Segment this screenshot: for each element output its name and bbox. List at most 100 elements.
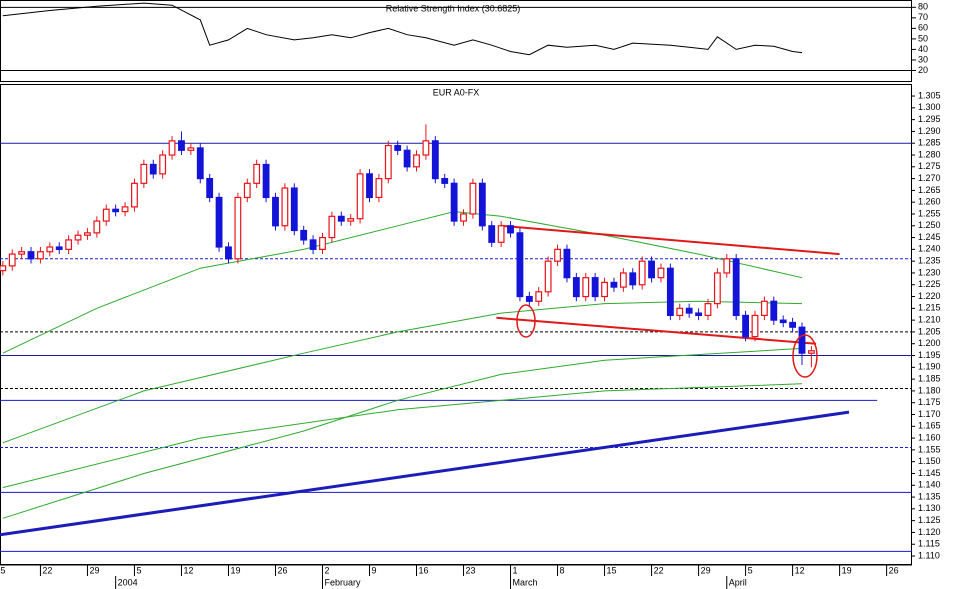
candle-body bbox=[46, 246, 54, 253]
candle-body bbox=[507, 225, 514, 234]
candle-body bbox=[0, 265, 7, 272]
x-tick-label: 12 bbox=[183, 565, 193, 575]
candle-body bbox=[121, 206, 129, 213]
candle-body bbox=[488, 225, 496, 243]
y-tick-label: 1.260 bbox=[918, 197, 941, 207]
y-tick-label: 1.305 bbox=[918, 90, 941, 100]
candle-body bbox=[366, 173, 373, 199]
candle-body bbox=[84, 232, 91, 236]
candle-body bbox=[403, 149, 411, 168]
candle-body bbox=[102, 208, 110, 222]
moving-average bbox=[2, 383, 803, 489]
candle-body bbox=[695, 312, 702, 317]
candle-body bbox=[319, 236, 326, 250]
candle-body bbox=[685, 307, 693, 314]
x-tick-label: 8 bbox=[560, 565, 565, 575]
moving-average bbox=[2, 300, 803, 444]
candle-body bbox=[290, 187, 298, 232]
y-tick-label: 1.285 bbox=[918, 138, 941, 148]
candle-body bbox=[375, 177, 383, 199]
y-tick-label: 1.165 bbox=[918, 421, 941, 431]
candle-body bbox=[704, 303, 712, 317]
y-tick-label: 1.200 bbox=[918, 338, 941, 348]
candle-body bbox=[629, 272, 637, 286]
x-tick-label: 2 bbox=[324, 565, 329, 575]
candle-body bbox=[789, 321, 797, 328]
x-tick-label: 19 bbox=[230, 565, 240, 575]
x-tick-label: 22 bbox=[42, 565, 52, 575]
y-tick-label: 1.295 bbox=[918, 114, 941, 124]
y-tick-label: 1.170 bbox=[918, 409, 941, 419]
x-tick-label: 1 bbox=[513, 565, 518, 575]
x-tick-label: 23 bbox=[466, 565, 476, 575]
moving-average bbox=[2, 347, 803, 519]
y-tick-label: 1.240 bbox=[918, 244, 941, 254]
moving-average bbox=[2, 211, 803, 354]
candle-body bbox=[422, 140, 430, 156]
candle-body bbox=[337, 215, 345, 222]
candle-body bbox=[779, 319, 787, 324]
candle-body bbox=[460, 213, 467, 222]
candle-body bbox=[37, 251, 44, 260]
candle-body bbox=[55, 246, 63, 250]
candle-body bbox=[225, 246, 232, 260]
candle-body bbox=[469, 182, 477, 215]
x-tick-label: 29 bbox=[701, 565, 711, 575]
candle-body bbox=[281, 187, 289, 227]
y-tick-label: 1.190 bbox=[918, 362, 941, 372]
candle-body bbox=[206, 177, 214, 199]
candle-body bbox=[525, 295, 533, 302]
candle-body bbox=[27, 251, 35, 260]
rsi-line bbox=[2, 2, 803, 56]
candle-body bbox=[742, 314, 750, 338]
y-tick-label: 1.265 bbox=[918, 185, 941, 195]
candle-body bbox=[478, 182, 486, 227]
y-tick-label: 1.270 bbox=[918, 173, 941, 183]
y-tick-label: 1.280 bbox=[918, 149, 941, 159]
candle-body bbox=[807, 350, 815, 354]
rsi-plot bbox=[0, 2, 912, 71]
candle-body bbox=[563, 248, 571, 279]
y-tick-label: 40 bbox=[918, 44, 928, 54]
y-tick-label: 1.205 bbox=[918, 326, 941, 336]
candle-body bbox=[178, 140, 185, 151]
y-tick-label: 30 bbox=[918, 54, 928, 64]
candle-body bbox=[751, 314, 759, 338]
y-tick-label: 1.255 bbox=[918, 208, 941, 218]
candle-body bbox=[196, 147, 204, 180]
candle-body bbox=[770, 300, 778, 321]
candle-body bbox=[450, 182, 458, 222]
x-month-label: April bbox=[729, 577, 747, 587]
y-tick-label: 20 bbox=[918, 65, 928, 75]
candle-body bbox=[413, 154, 420, 168]
candle-body bbox=[272, 196, 279, 227]
y-tick-label: 1.225 bbox=[918, 279, 941, 289]
x-tick-label: 5 bbox=[748, 565, 753, 575]
price-title: EUR A0-FX bbox=[433, 87, 480, 97]
candle-body bbox=[591, 277, 599, 298]
candle-body bbox=[535, 291, 543, 302]
candle-body bbox=[760, 300, 768, 317]
y-tick-label: 1.220 bbox=[918, 291, 941, 301]
candle-body bbox=[243, 182, 251, 199]
candle-body bbox=[149, 163, 157, 175]
x-tick-label: 26 bbox=[889, 565, 899, 575]
trend-line bbox=[496, 316, 817, 345]
x-tick-label: 5 bbox=[136, 565, 141, 575]
y-tick-label: 1.130 bbox=[918, 503, 941, 513]
candle-body bbox=[554, 248, 561, 262]
candle-body bbox=[112, 208, 120, 213]
y-tick-label: 1.275 bbox=[918, 161, 941, 171]
candle-body bbox=[394, 144, 402, 151]
x-tick-label: 15 bbox=[0, 565, 5, 575]
candle-body bbox=[253, 163, 261, 184]
candle-body bbox=[431, 140, 439, 180]
candle-body bbox=[713, 272, 721, 305]
candle-body bbox=[657, 267, 665, 279]
candle-body bbox=[234, 196, 242, 260]
candle-body bbox=[347, 218, 355, 222]
y-tick-label: 1.290 bbox=[918, 126, 941, 136]
